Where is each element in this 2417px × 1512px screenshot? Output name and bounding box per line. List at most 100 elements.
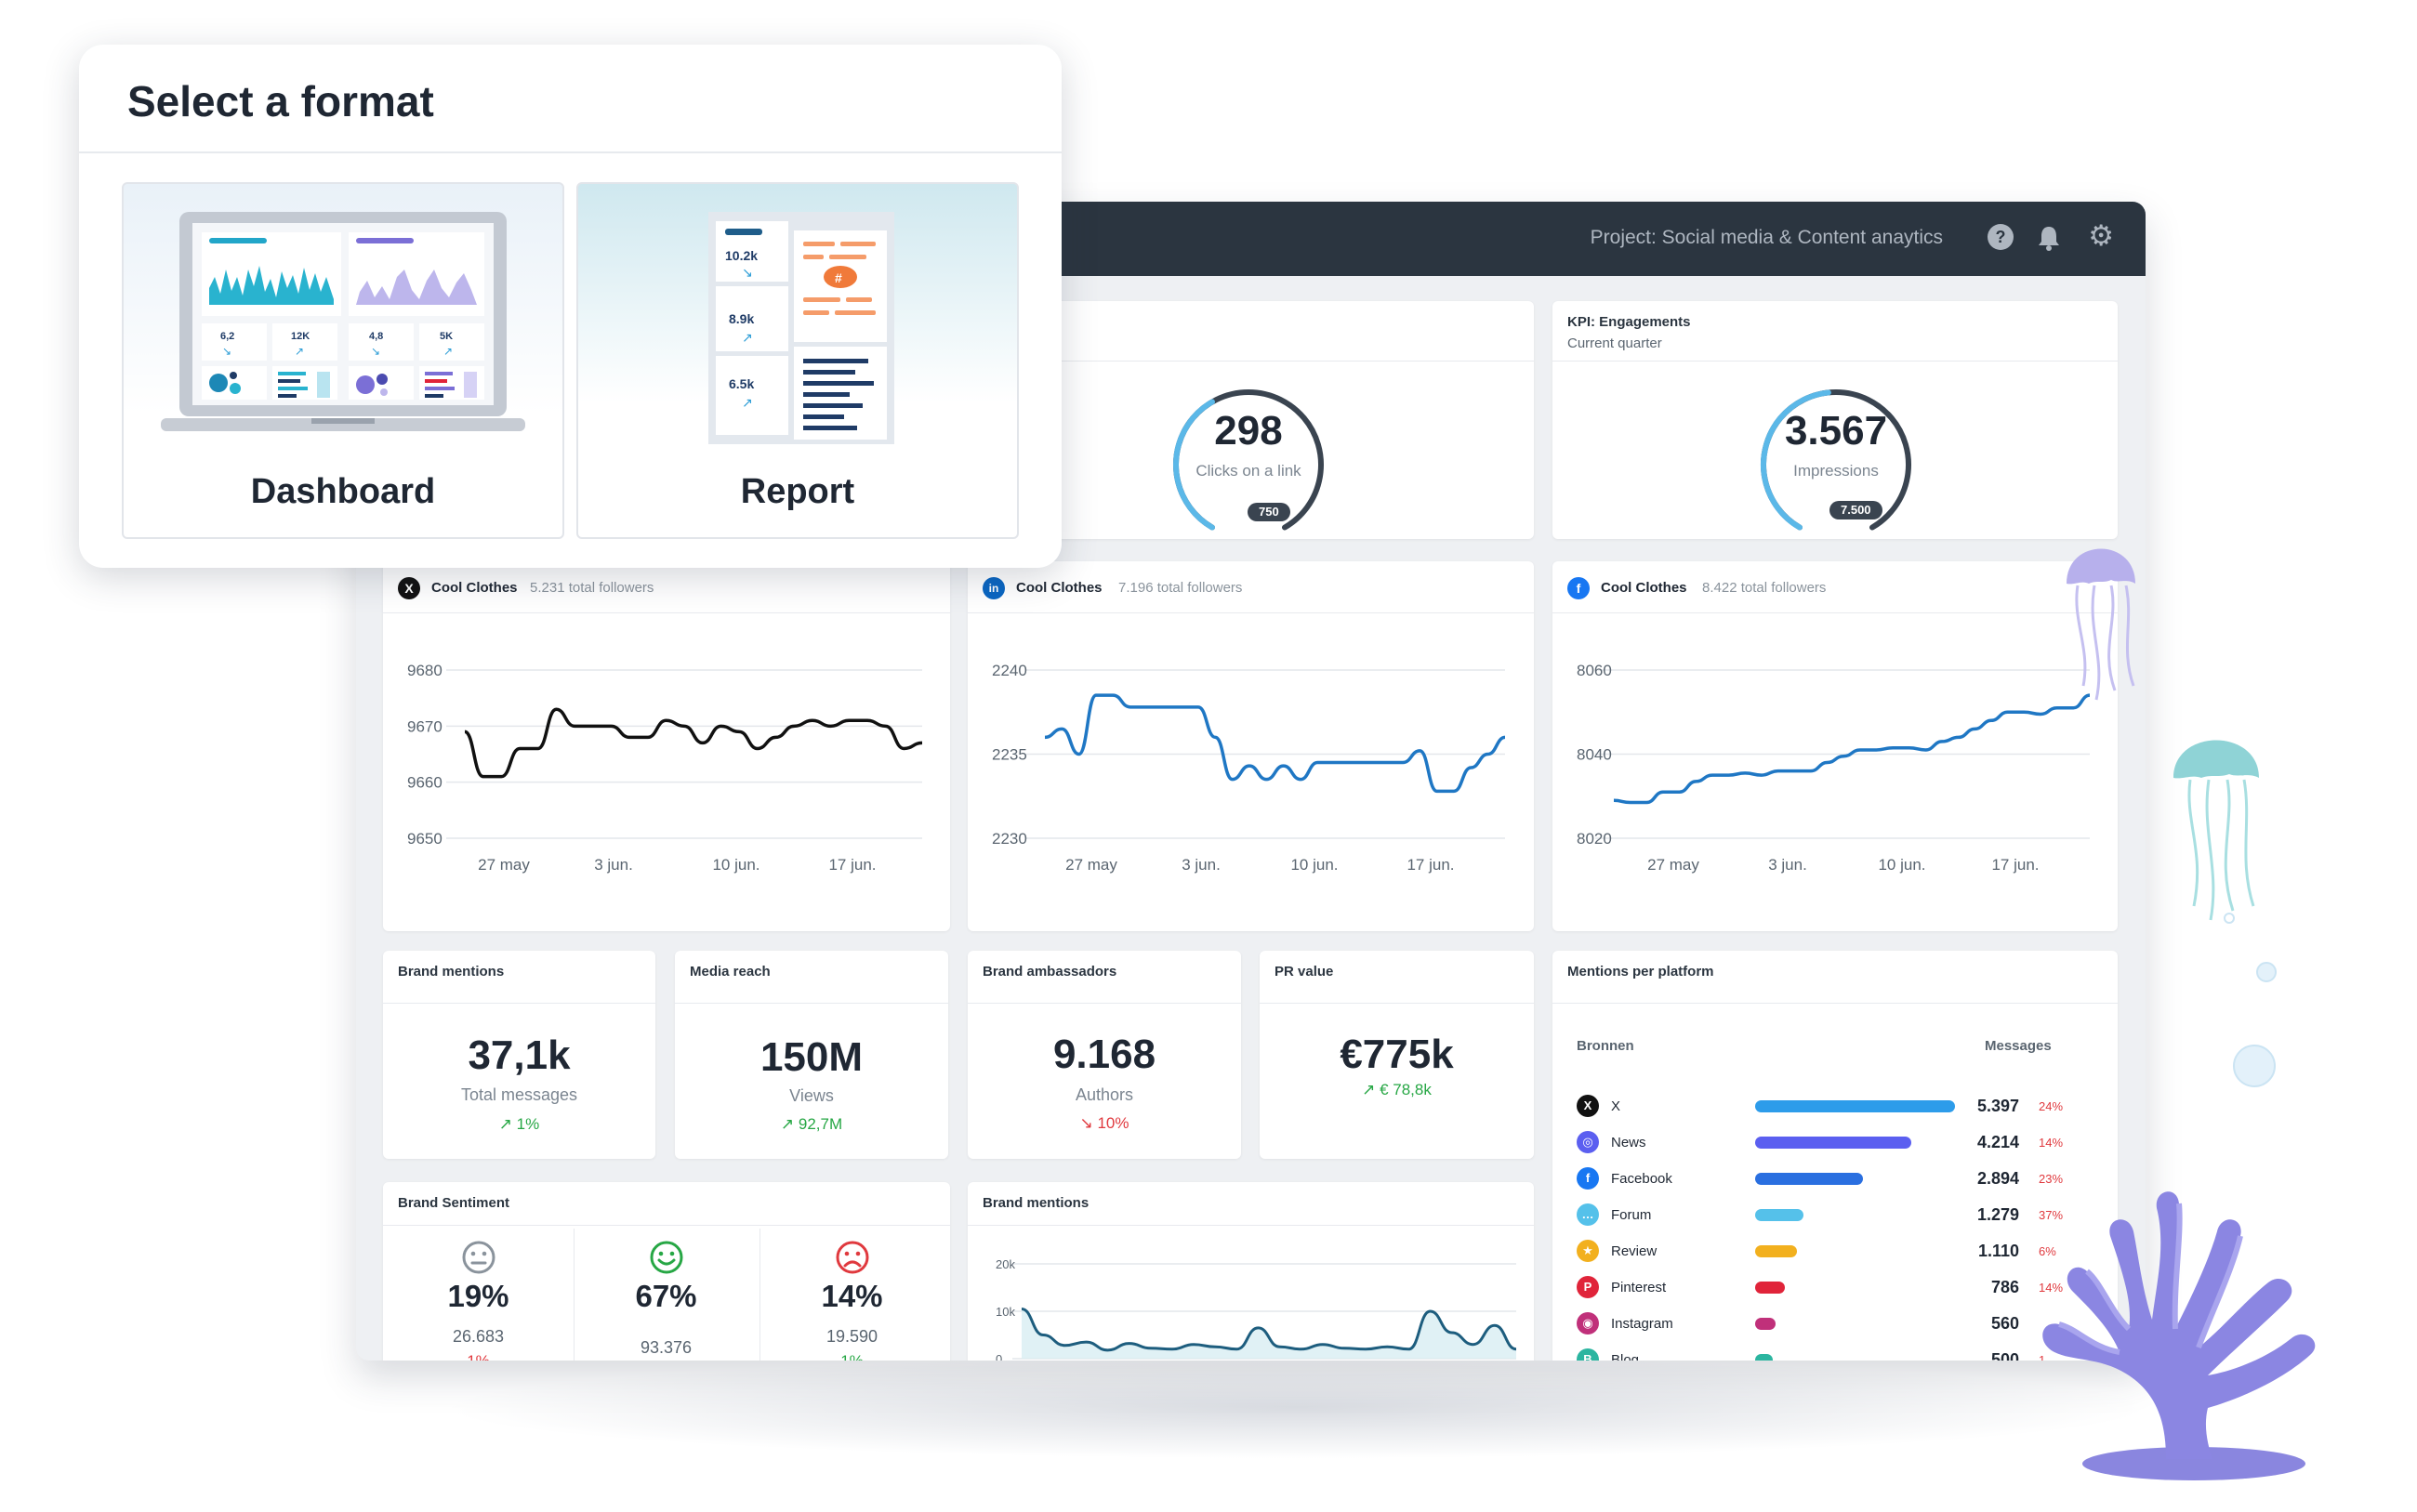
y-tick-label: 9680 [407, 662, 442, 679]
gauge-ring [1173, 389, 1324, 531]
x-tick-label: 17 jun. [1407, 856, 1454, 874]
x-icon: X [398, 577, 420, 599]
dashboard-thumbnail: 6,2 ↘ 12K ↗ 4,8 ↘ 5K ↗ [161, 212, 525, 431]
gauge-value: 3.567 [1784, 408, 1888, 454]
y-tick-label: 2240 [992, 662, 1027, 679]
col-source: Bronnen [1577, 1038, 1634, 1054]
platform-name: Blog [1611, 1352, 1640, 1361]
y-tick-label: 9660 [407, 774, 442, 792]
format-option-report[interactable]: 10.2k ↘ 8.9k ↗ 6.5k ↗ # Report [576, 182, 1019, 539]
coral-decoration [2042, 1191, 2316, 1480]
linechart-card-linkedin: in Cool Clothes 7.196 total followers 22… [968, 561, 1534, 931]
sentiment-neutral: 19% 26.683 1% [383, 1229, 574, 1361]
x-tick-label: 27 may [1065, 856, 1117, 874]
format-option-dashboard[interactable]: 6,2 ↘ 12K ↗ 4,8 ↘ 5K ↗ Dashboard [122, 182, 564, 539]
platform-pct: 6% [2039, 1244, 2056, 1258]
facebook-icon: f [1567, 577, 1590, 599]
sentiment-pct: 67% [635, 1279, 697, 1313]
sentiment-positive: 67% 93.376 [571, 1229, 761, 1361]
linechart-card-facebook: f Cool Clothes 8.422 total followers 806… [1552, 561, 2118, 931]
x-tick-label: 27 may [478, 856, 530, 874]
report-thumbnail: 10.2k ↘ 8.9k ↗ 6.5k ↗ # [708, 212, 894, 444]
kpi-card-media-reach: Media reach 150M Views ↗ 92,7M [675, 951, 948, 1159]
dashboard-window: Project: Social media & Content anaytics… [356, 202, 2146, 1361]
platform-bar [1755, 1318, 1776, 1330]
sentiment-delta: 1% [757, 1352, 947, 1361]
kpi-card-pr-value: PR value €775k ↗ € 78,8k [1260, 951, 1534, 1159]
help-icon[interactable]: ? [1988, 224, 2014, 250]
platform-bar [1755, 1100, 1955, 1112]
gauge-fill [1761, 389, 1831, 531]
thumb-stat: 12K [291, 331, 310, 342]
thumb-stat: 5K [440, 331, 453, 342]
y-tick-label: 2235 [992, 746, 1027, 764]
gauge-title: KPI: Engagements [1567, 314, 1691, 330]
series-line [464, 707, 923, 779]
happy-face-icon [650, 1241, 683, 1274]
platform-pct: 1 [2039, 1353, 2046, 1361]
account-name: Cool Clothes [1601, 580, 1687, 596]
sad-face-icon [836, 1241, 869, 1274]
platform-name: Review [1611, 1243, 1658, 1259]
svg-text:↘: ↘ [222, 345, 231, 358]
y-tick-label: 9670 [407, 717, 442, 735]
gear-icon[interactable]: ⚙ [2088, 219, 2114, 252]
platform-row: … Forum 1.279 37% [1552, 1201, 2110, 1229]
followers-count: 5.231 total followers [530, 580, 654, 596]
y-tick-label: 8040 [1577, 746, 1612, 764]
blog-icon: B [1577, 1348, 1599, 1361]
platform-bar [1755, 1209, 1803, 1221]
platform-card: Mentions per platform Bronnen Messages X… [1552, 951, 2118, 1361]
review-icon: ★ [1577, 1240, 1599, 1262]
line-chart-x: 9680 9670 9660 9650 27 may 3 jun. 10 jun. 17 ju… [407, 662, 923, 874]
kpi-label: Views [789, 1086, 834, 1105]
kpi-card-brand-ambassadors: Brand ambassadors 9.168 Authors ↘ 10% [968, 951, 1241, 1159]
line-chart-facebook: 8060 8040 8020 27 may 3 jun. 10 jun. 17 jun. [1577, 662, 2091, 874]
platform-count: 786 [1990, 1278, 2019, 1296]
platform-row: P Pinterest 786 14% [1552, 1273, 2110, 1301]
platform-name: Forum [1611, 1207, 1652, 1223]
thumb-stat: 4,8 [369, 331, 383, 342]
kpi-label: Total messages [460, 1085, 578, 1104]
neutral-face-icon [462, 1241, 495, 1274]
svg-text:↗: ↗ [295, 345, 304, 358]
platform-bar [1755, 1137, 1911, 1149]
x-tick-label: 10 jun. [712, 856, 759, 874]
x-tick-label: 10 jun. [1290, 856, 1338, 874]
y-tick-label: 20k [996, 1257, 1015, 1271]
svg-text:↘: ↘ [371, 345, 380, 358]
thumb-stat: 10.2k [725, 248, 758, 263]
followers-count: 8.422 total followers [1702, 580, 1827, 596]
platform-count: 500 [1990, 1350, 2019, 1361]
pinterest-icon: P [1577, 1276, 1599, 1298]
platform-count: 1.110 [1977, 1242, 2019, 1260]
x-tick-label: 3 jun. [1768, 856, 1807, 874]
gauge-target-badge: 750 [1248, 503, 1290, 521]
gauge-target-badge: 7.500 [1829, 501, 1882, 519]
y-tick-label: 8020 [1577, 830, 1612, 848]
platform-name: Facebook [1611, 1171, 1672, 1187]
x-tick-label: 3 jun. [594, 856, 633, 874]
platform-count: 4.214 [1976, 1133, 2019, 1151]
platform-row: X X 5.397 24% [1552, 1092, 2110, 1120]
platform-name: News [1611, 1135, 1646, 1150]
platform-name: Pinterest [1611, 1280, 1667, 1295]
platform-count: 1.279 [1976, 1205, 2019, 1224]
x-tick-label: 17 jun. [1991, 856, 2039, 874]
kpi-value: €775k [1340, 1032, 1454, 1077]
news-icon: ◎ [1577, 1131, 1599, 1153]
series-area [1022, 1308, 1516, 1359]
y-tick-label: 9650 [407, 830, 442, 848]
platform-name: Instagram [1611, 1316, 1673, 1332]
sentiment-count: 93.376 [640, 1338, 693, 1357]
kpi-value: 150M [759, 1034, 864, 1080]
x-tick-label: 10 jun. [1878, 856, 1925, 874]
kpi-delta: ↘ 10% [1079, 1114, 1129, 1132]
project-title: Project: Social media & Content anaytics [1590, 227, 1943, 248]
bell-icon[interactable] [2036, 224, 2062, 252]
x-tick-label: 3 jun. [1182, 856, 1221, 874]
thumb-stat: 8.9k [729, 311, 754, 326]
svg-text:↗: ↗ [443, 345, 453, 358]
sentiment-delta: 1% [383, 1352, 574, 1361]
platform-count: 2.894 [1976, 1169, 2019, 1188]
